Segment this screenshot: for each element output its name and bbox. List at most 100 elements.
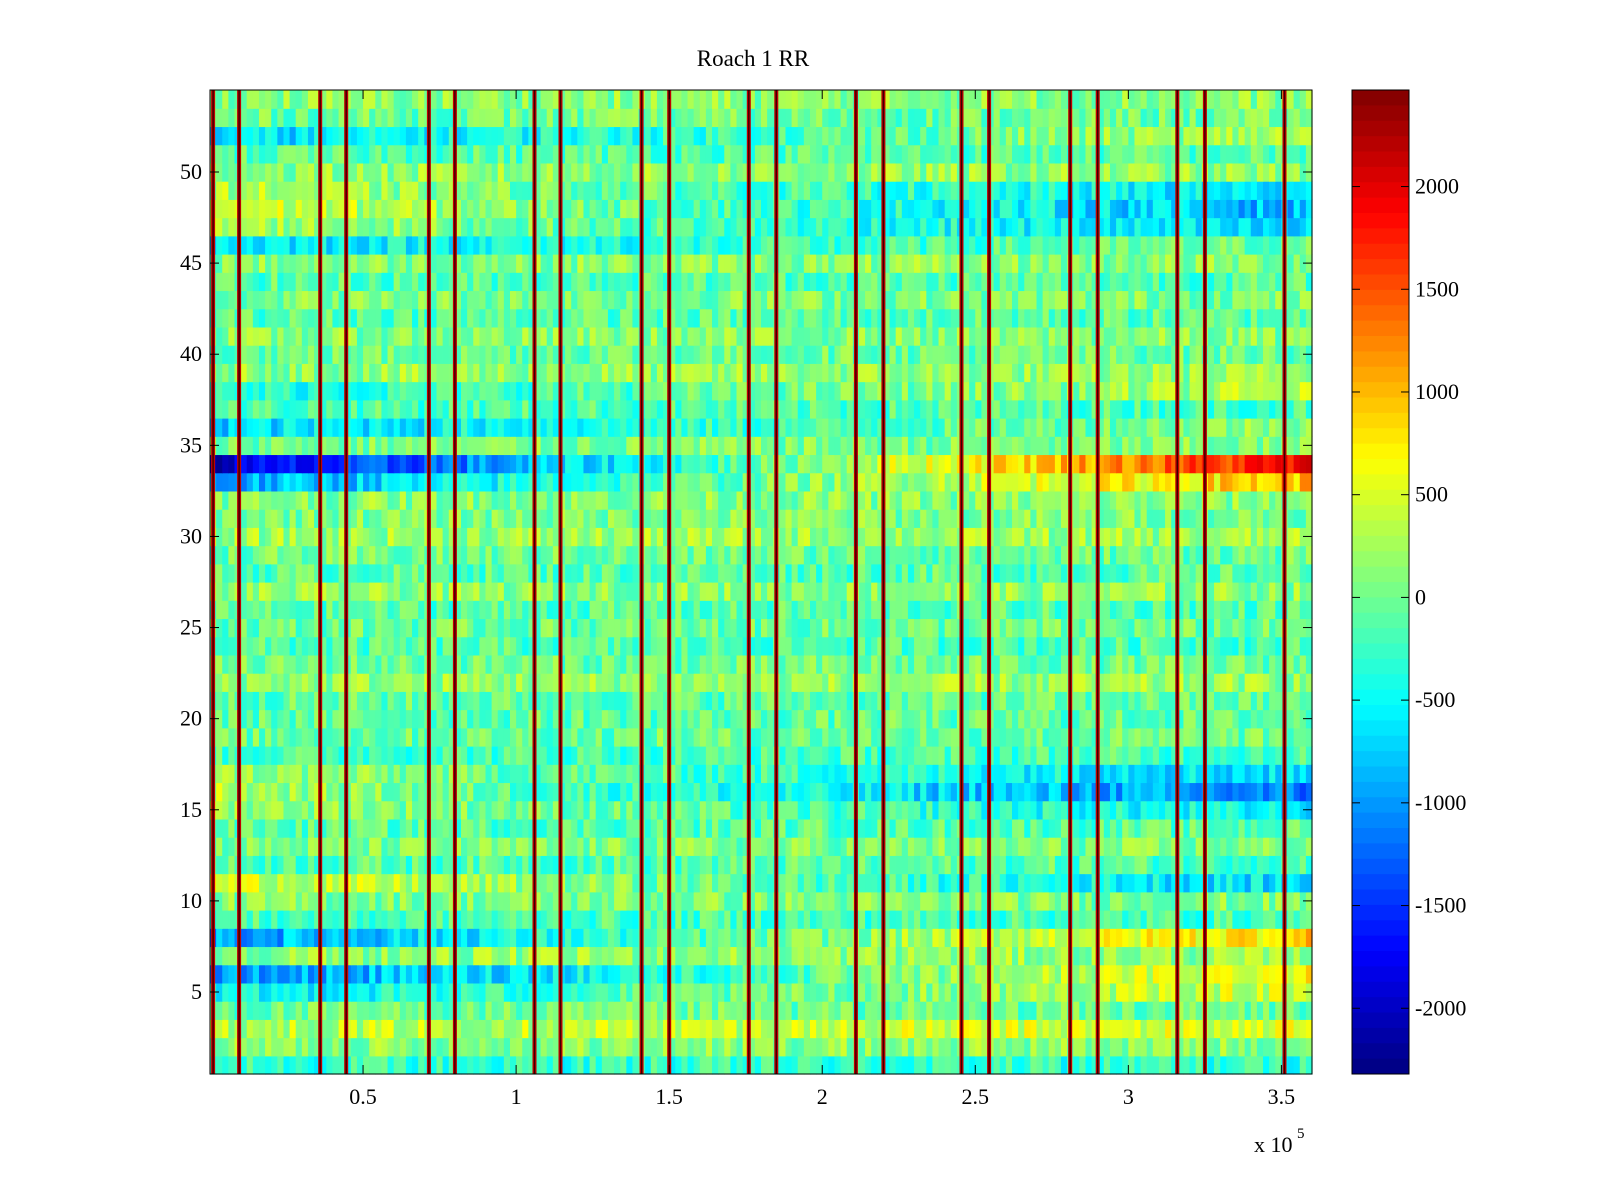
heatmap-cell <box>222 563 229 583</box>
heatmap-cell <box>797 837 805 856</box>
heatmap-cell <box>222 727 229 747</box>
heatmap-cell <box>1287 600 1295 620</box>
heatmap-cell <box>271 1055 278 1075</box>
heatmap-cell <box>877 910 885 929</box>
heatmap-cell <box>1042 855 1050 875</box>
heatmap-cell <box>246 709 254 729</box>
heatmap-cell <box>1214 1037 1221 1057</box>
heatmap-cell <box>712 636 719 656</box>
heatmap-cell <box>583 1055 591 1075</box>
heatmap-cell <box>363 709 370 729</box>
heatmap-cell <box>681 600 689 620</box>
heatmap-cell <box>840 1001 848 1020</box>
heatmap-cell <box>350 654 358 674</box>
heatmap-cell <box>736 618 744 638</box>
heatmap-cell <box>479 709 487 729</box>
heatmap-cell <box>1085 1037 1093 1057</box>
heatmap-cell <box>693 654 701 674</box>
heatmap-cell <box>1109 582 1117 601</box>
heatmap-cell <box>1269 818 1276 838</box>
heatmap-cell <box>663 563 670 583</box>
heatmap-cell <box>816 727 823 747</box>
heatmap-cell <box>907 873 915 893</box>
heatmap-cell <box>1177 654 1185 674</box>
heatmap-cell <box>540 673 548 692</box>
heatmap-cell <box>889 855 897 875</box>
heatmap-cell <box>1256 636 1264 656</box>
heatmap-cell <box>1269 982 1276 1002</box>
heatmap-cell <box>1005 873 1013 893</box>
heatmap-cell <box>944 837 952 856</box>
heatmap-cell <box>1042 982 1050 1002</box>
heatmap-cell <box>1036 618 1044 638</box>
heatmap-cell <box>381 873 389 893</box>
heatmap-cell <box>999 582 1007 601</box>
heatmap-cell <box>216 818 223 838</box>
heatmap-cell <box>1238 800 1246 820</box>
heatmap-cell <box>265 928 272 948</box>
heatmap-cell <box>920 746 927 765</box>
heatmap-cell <box>1177 837 1185 856</box>
heatmap-cell <box>938 946 946 966</box>
heatmap-cell <box>375 582 383 601</box>
heatmap-cell <box>589 746 597 765</box>
heatmap-cell <box>1091 928 1099 948</box>
heatmap-cell <box>448 746 456 765</box>
heatmap-cell <box>222 673 229 692</box>
heatmap-cell <box>797 891 805 911</box>
heatmap-cell <box>1030 709 1038 729</box>
heatmap-cell <box>314 855 321 875</box>
heatmap-cell <box>1128 582 1136 601</box>
heatmap-cell <box>816 1037 823 1057</box>
heatmap-cell <box>834 800 842 820</box>
heatmap-cell <box>822 727 829 747</box>
heatmap-cell <box>920 818 927 838</box>
heatmap-cell <box>252 964 260 984</box>
heatmap-cell <box>1073 1055 1080 1075</box>
heatmap-cell <box>656 928 664 948</box>
heatmap-cell <box>938 982 946 1002</box>
heatmap-cell <box>1103 837 1111 856</box>
heatmap-cell <box>883 1037 891 1057</box>
heatmap-cell <box>883 618 891 638</box>
heatmap-cell <box>540 618 548 638</box>
heatmap-cell <box>675 1055 683 1075</box>
heatmap-cell <box>552 873 560 893</box>
heatmap-cell <box>393 910 401 929</box>
heatmap-cell <box>816 563 823 583</box>
heatmap-cell <box>295 946 303 966</box>
heatmap-cell <box>754 746 762 765</box>
heatmap-cell <box>1146 673 1154 692</box>
heatmap-cell <box>497 673 505 692</box>
heatmap-cell <box>326 800 334 820</box>
heatmap-cell <box>252 600 260 620</box>
heatmap-cell <box>289 946 297 966</box>
heatmap-cell <box>963 1055 970 1075</box>
heatmap-cell <box>485 727 493 747</box>
heatmap-cell <box>1275 910 1282 929</box>
heatmap-cell <box>877 946 885 966</box>
heatmap-cell <box>607 891 615 911</box>
heatmap-cell <box>436 928 444 948</box>
heatmap-cell <box>981 818 989 838</box>
heatmap-cell <box>993 727 1001 747</box>
heatmap-cell <box>497 654 505 674</box>
heatmap-cell <box>938 563 946 583</box>
heatmap-cell <box>761 582 768 601</box>
heatmap-cell <box>779 1037 787 1057</box>
heatmap-cell <box>993 982 1001 1002</box>
heatmap-cell <box>479 873 487 893</box>
heatmap-cell <box>350 1055 358 1075</box>
heatmap-cell <box>589 636 597 656</box>
heatmap-cell <box>265 582 272 601</box>
heatmap-cell <box>405 727 413 747</box>
heatmap-cell <box>1060 709 1068 729</box>
heatmap-cell <box>1012 800 1019 820</box>
heatmap-cell <box>828 855 836 875</box>
heatmap-cell <box>620 964 627 984</box>
heatmap-cell <box>577 800 585 820</box>
heatmap-cell <box>399 891 407 911</box>
heatmap-cell <box>295 764 303 784</box>
heatmap-cell <box>442 1019 450 1039</box>
heatmap-cell <box>889 764 897 784</box>
